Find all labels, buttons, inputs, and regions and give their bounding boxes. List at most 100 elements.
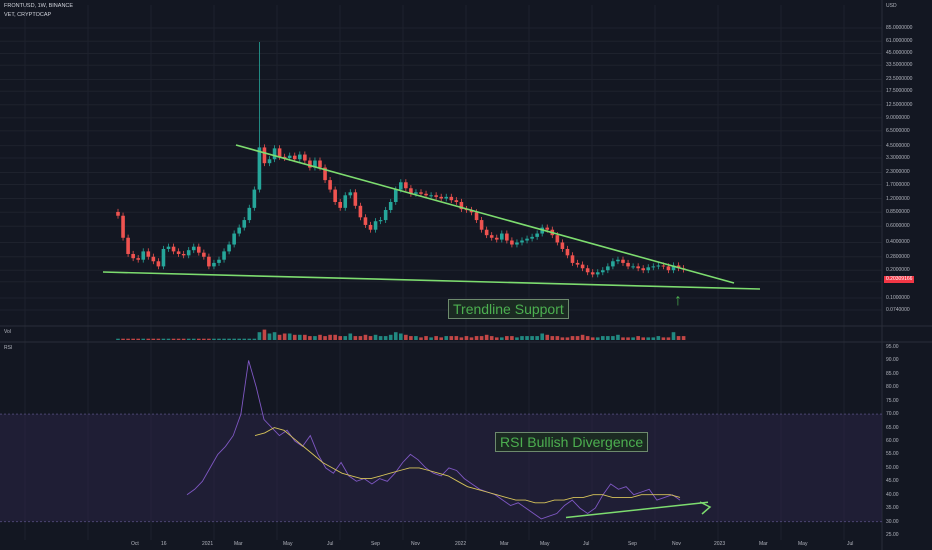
volume-bar <box>651 337 656 340</box>
volume-bar <box>626 337 630 340</box>
candle-body <box>505 233 509 241</box>
volume-bar <box>409 336 413 340</box>
candle-body <box>378 220 383 222</box>
candle-body <box>409 188 413 194</box>
volume-bar <box>434 336 438 340</box>
volume-bar <box>287 333 292 340</box>
candle-body <box>181 253 186 256</box>
candle-body <box>141 251 146 260</box>
volume-bar <box>116 338 120 340</box>
candle-body <box>232 233 236 245</box>
candle-body <box>595 272 600 275</box>
volume-bar <box>590 337 595 340</box>
candle-body <box>146 251 151 257</box>
candle-body <box>530 236 534 239</box>
volume-bar <box>232 338 236 340</box>
volume-bar <box>414 336 418 340</box>
candle-body <box>207 256 211 267</box>
volume-bar <box>348 333 353 340</box>
volume-bar <box>282 333 287 340</box>
candle-body <box>282 156 287 159</box>
time-tick-label: Sep <box>628 541 637 547</box>
candle-body <box>575 262 580 265</box>
candle-body <box>156 261 161 267</box>
candle-body <box>272 148 277 160</box>
volume-bar <box>494 337 499 340</box>
volume-bar <box>222 338 226 340</box>
candle-body <box>479 220 484 230</box>
volume-bar <box>191 338 196 340</box>
rsi-tick-label: 85.00 <box>886 370 899 377</box>
rsi-tick-label: 65.00 <box>886 424 899 431</box>
candle-body <box>257 147 262 190</box>
candle-body <box>171 246 176 252</box>
volume-bar <box>510 336 514 340</box>
price-tick-label: 85.0000000 <box>886 25 913 31</box>
rsi-band <box>0 414 882 522</box>
volume-bar <box>681 336 686 340</box>
candle-body <box>661 265 666 267</box>
candle-body <box>186 250 191 256</box>
volume-bar <box>227 338 231 340</box>
volume-bar <box>373 334 378 340</box>
candle-body <box>262 147 267 164</box>
volume-bar <box>318 334 322 340</box>
candle-body <box>222 251 226 260</box>
volume-bar <box>489 336 494 340</box>
rsi-tick-label: 25.00 <box>886 532 899 538</box>
candle-body <box>323 167 327 181</box>
rsi-tick-label: 95.00 <box>886 344 899 350</box>
candle-body <box>197 246 201 253</box>
volume-bar <box>338 336 342 340</box>
rsi-tick-label: 80.00 <box>886 384 899 391</box>
volume-bar <box>520 336 524 340</box>
candle-body <box>176 251 181 254</box>
price-tick-label: 6.5000000 <box>886 127 910 134</box>
volume-bar <box>207 338 211 340</box>
volume-bar <box>444 336 449 340</box>
price-tick-label: 0.0740000 <box>886 307 910 313</box>
volume-bar <box>298 334 302 340</box>
candle-body <box>535 233 539 237</box>
candle-body <box>191 246 196 251</box>
volume-bar <box>247 338 252 340</box>
candle-body <box>399 182 403 190</box>
volume-bar <box>363 334 368 340</box>
time-tick-label: 2022 <box>455 541 467 547</box>
price-tick-label: 0.2800000 <box>886 253 910 260</box>
candle-body <box>161 248 166 267</box>
candle-body <box>666 266 671 271</box>
time-tick-label: May <box>798 541 808 547</box>
volume-bar <box>500 337 504 340</box>
volume-bar <box>176 338 181 340</box>
candle-body <box>313 160 317 168</box>
candle-body <box>404 182 408 189</box>
candle-body <box>585 268 590 273</box>
volume-bar <box>146 338 151 340</box>
candle-body <box>308 160 312 168</box>
rsi-line <box>186 360 681 520</box>
time-tick-label: Sep <box>371 541 380 547</box>
volume-bar <box>383 336 388 340</box>
candle-body <box>449 196 454 201</box>
candle-body <box>151 256 156 262</box>
volume-bar <box>333 334 337 340</box>
rsi-arrowhead <box>699 501 712 515</box>
price-tick-label: 3.3000000 <box>886 155 910 162</box>
volume-bar <box>141 338 146 340</box>
volume-bar <box>368 336 373 340</box>
candle-body <box>439 196 443 199</box>
volume-bar <box>484 334 489 340</box>
candle-body <box>393 189 398 202</box>
volume-bar <box>429 337 433 340</box>
volume-bar <box>277 334 282 340</box>
rsi-tick-label: 55.00 <box>886 451 899 458</box>
volume-bar <box>515 337 519 340</box>
volume-bar <box>399 333 403 340</box>
candle-body <box>651 266 656 268</box>
volume-bar <box>616 334 620 340</box>
volume-bar <box>308 336 312 340</box>
rsi-ma-line <box>254 427 681 504</box>
candle-body <box>388 201 393 211</box>
